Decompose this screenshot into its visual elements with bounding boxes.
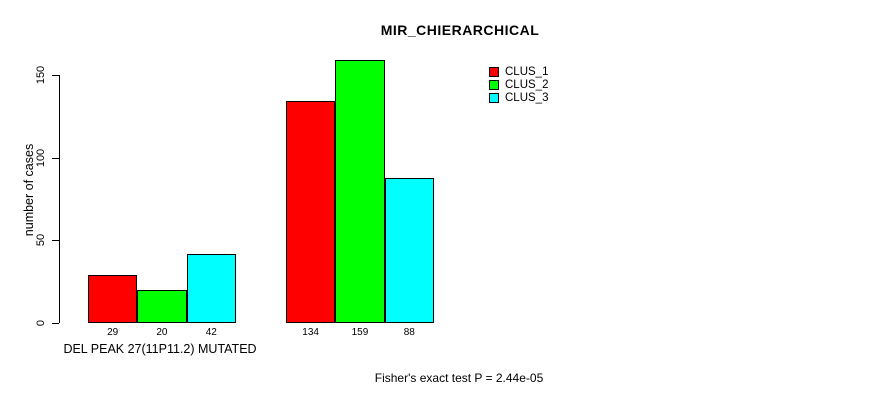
legend-swatch-clus-2: [489, 79, 499, 90]
stats-footer: Fisher's exact test P = 2.44e-05: [374, 371, 544, 385]
legend-item-clus-3: CLUS_3: [489, 92, 548, 105]
legend-label: CLUS_2: [505, 78, 549, 91]
bar-value-label: 42: [205, 327, 217, 338]
bar-value-label: 159: [351, 327, 369, 338]
chart-title: MIR_CHIERARCHICAL: [380, 22, 540, 38]
legend: CLUS_1 CLUS_2 CLUS_3: [489, 65, 548, 105]
y-tick: [52, 240, 59, 242]
y-tick: [52, 75, 59, 76]
y-tick-label: 150: [35, 65, 47, 85]
y-tick: [52, 157, 59, 159]
legend-item-clus-1: CLUS_1: [489, 65, 548, 78]
legend-swatch-clus-1: [489, 66, 499, 77]
bar-value-label: 134: [302, 327, 319, 338]
bar-clus_3-group2: [384, 177, 434, 323]
legend-item-clus-2: CLUS_2: [489, 78, 548, 91]
y-tick: [52, 323, 59, 324]
bar-value-label: 20: [156, 327, 168, 338]
bar-clus_2-group1: [137, 289, 187, 323]
bar-clus_1-group1: [88, 275, 138, 323]
bar-clus_3-group1: [186, 253, 236, 323]
bar-clus_1-group2: [286, 101, 336, 323]
bar-clus_2-group2: [335, 60, 385, 323]
legend-label: CLUS_1: [505, 65, 549, 78]
legend-label: CLUS_3: [505, 92, 549, 105]
legend-swatch-clus-3: [489, 93, 499, 104]
y-tick-label: 100: [35, 148, 47, 167]
y-tick-label: 0: [35, 319, 47, 327]
bar-value-label: 88: [403, 327, 415, 338]
bar-value-label: 29: [107, 327, 119, 338]
y-axis-line: [59, 75, 60, 323]
x-axis-label: DEL PEAK 27(11P11.2) MUTATED: [63, 342, 257, 356]
y-tick-label: 50: [35, 234, 47, 247]
